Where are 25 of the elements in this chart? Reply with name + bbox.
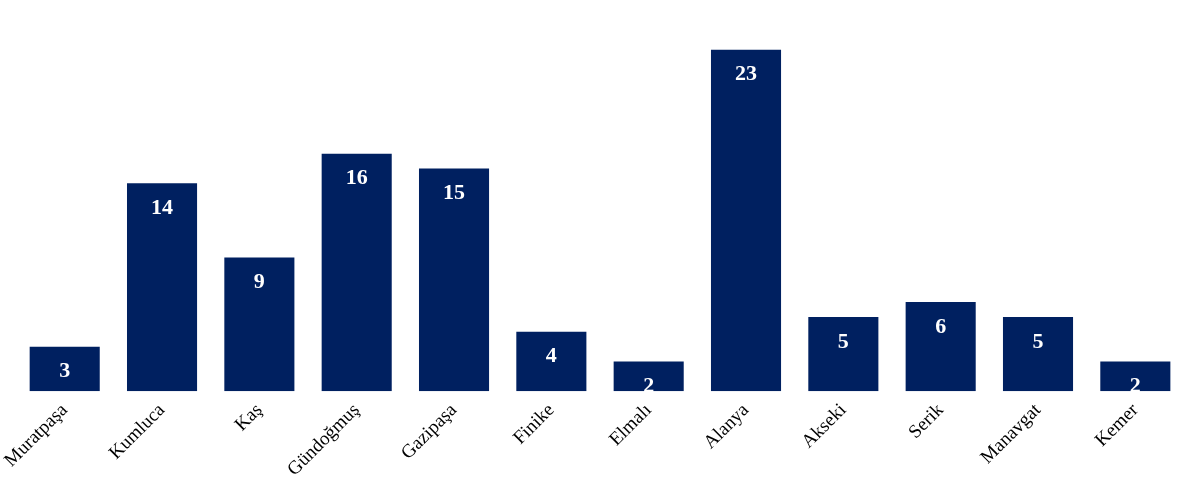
x-tick-label: Kaş bbox=[229, 398, 266, 435]
data-label: 5 bbox=[1032, 327, 1044, 353]
bar bbox=[516, 331, 587, 392]
bar bbox=[1100, 361, 1171, 392]
bar bbox=[905, 302, 976, 392]
bar bbox=[418, 168, 490, 392]
bar bbox=[613, 361, 684, 392]
data-label: 2 bbox=[643, 372, 655, 398]
bar bbox=[224, 257, 295, 392]
data-label: 23 bbox=[735, 60, 758, 86]
bar bbox=[808, 316, 879, 392]
data-label: 4 bbox=[545, 342, 557, 368]
data-label: 2 bbox=[1129, 372, 1141, 398]
data-label: 3 bbox=[59, 357, 71, 383]
data-label: 15 bbox=[443, 179, 466, 205]
bar bbox=[29, 346, 100, 392]
data-label: 6 bbox=[935, 312, 947, 338]
data-label: 14 bbox=[151, 194, 174, 220]
data-label: 5 bbox=[837, 327, 849, 353]
bar bbox=[710, 49, 782, 392]
bar bbox=[1002, 316, 1074, 392]
data-label: 16 bbox=[345, 164, 368, 190]
bar bbox=[127, 183, 198, 392]
data-label: 9 bbox=[253, 268, 265, 294]
bar bbox=[321, 153, 392, 392]
